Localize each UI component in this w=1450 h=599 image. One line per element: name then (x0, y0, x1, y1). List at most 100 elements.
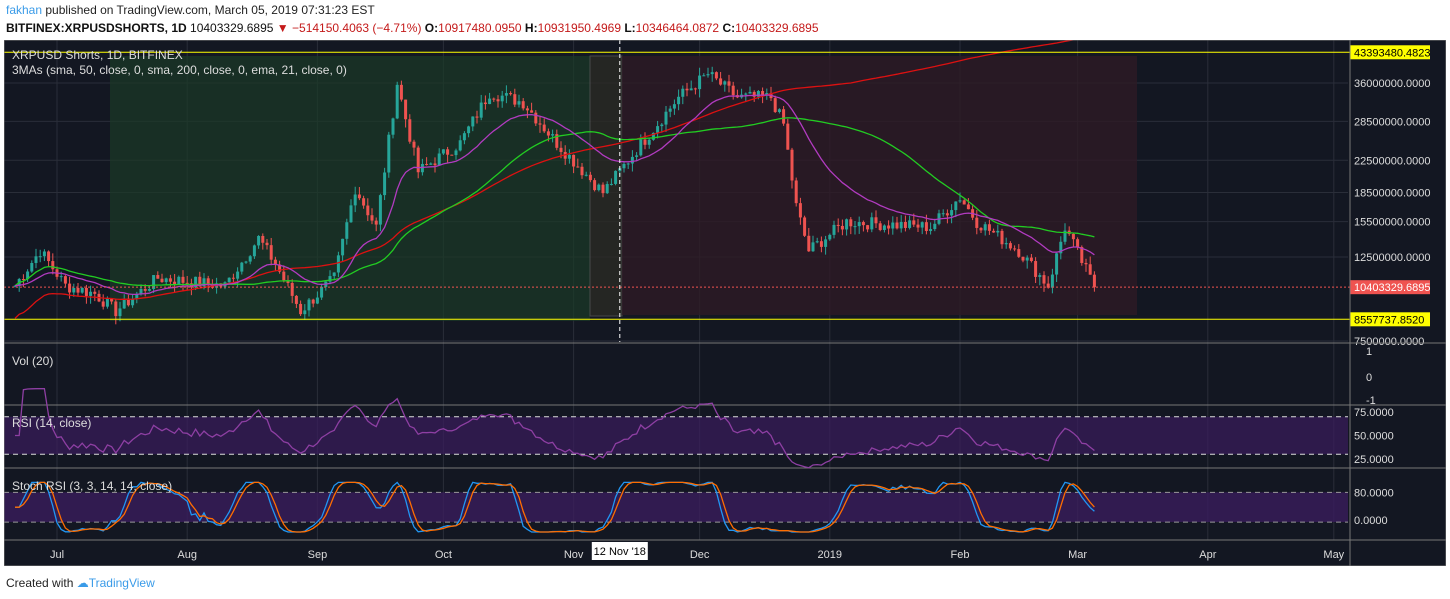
candle-body (38, 256, 42, 258)
low-label: L: (624, 21, 636, 35)
candle-body (798, 203, 802, 218)
candle-body (601, 184, 605, 194)
time-tick-label: Aug (177, 549, 197, 561)
candle-body (496, 99, 500, 102)
candle-body (1000, 230, 1004, 245)
candle-body (1029, 257, 1033, 262)
author-link[interactable]: fakhan (6, 3, 43, 17)
candle-body (446, 149, 450, 155)
candle-body (1063, 230, 1067, 242)
candle-body (1046, 283, 1050, 288)
open-label: O: (424, 21, 439, 35)
candle-body (672, 104, 676, 109)
candle-body (1021, 256, 1025, 261)
candle-body (89, 291, 93, 296)
candle-body (689, 88, 693, 91)
price-chart[interactable]: 36000000.0000 28500000.0000 22500000.0000 1… (4, 40, 1446, 566)
rsi-legend[interactable]: RSI (14, close) (12, 416, 92, 430)
candle-body (261, 235, 265, 243)
candle-body (420, 163, 424, 173)
time-tick-label: Mar (1068, 549, 1087, 561)
candle-body (777, 109, 781, 113)
candle-body (1013, 248, 1017, 250)
rsi-tick-label: 75.0000 (1354, 407, 1394, 419)
candle-body (794, 180, 798, 204)
candle-body (681, 88, 685, 97)
stoch-rsi-legend[interactable]: Stoch RSI (3, 3, 14, 14, close) (12, 479, 173, 493)
time-tick-label: May (1323, 549, 1344, 561)
time-tick-label: 2019 (818, 549, 842, 561)
high-value: 10931950.4969 (537, 21, 621, 35)
candle-body (861, 222, 865, 226)
ema21-line (14, 94, 1095, 296)
candle-body (433, 163, 437, 166)
stoch-band (4, 492, 1348, 523)
candle-body (1092, 274, 1096, 288)
candle-body (849, 219, 853, 227)
price-tick-label: 28500000.0000 (1354, 116, 1430, 128)
candle-body (685, 88, 689, 91)
candle-body (790, 149, 794, 181)
candle-body (383, 172, 387, 196)
candle-body (1050, 274, 1054, 288)
candle-body (614, 170, 618, 184)
time-tick-label: Oct (435, 549, 452, 561)
chart-title-legend: XRPUSD Shorts, 1D, BITFINEX (12, 48, 183, 62)
ma-legend[interactable]: 3MAs (sma, 50, close, 0, sma, 200, close… (12, 63, 347, 77)
rsi-line (15, 388, 1095, 469)
candle-body (345, 222, 349, 239)
candle-body (1071, 233, 1075, 240)
candle-body (828, 234, 832, 240)
candle-body (1038, 275, 1042, 277)
long-position-box (110, 56, 590, 321)
candle-body (945, 213, 949, 216)
candles (13, 66, 1096, 325)
candle-body (236, 271, 240, 279)
candle-body (525, 108, 529, 111)
candle-body (269, 245, 273, 260)
candle-body (416, 147, 420, 173)
candle-body (240, 262, 244, 272)
candle-body (370, 215, 374, 221)
stoch-d-line (15, 481, 1095, 533)
candle-body (391, 118, 395, 135)
candle-body (546, 131, 550, 136)
candle-body (538, 123, 542, 125)
candle-body (303, 310, 307, 315)
candle-body (257, 235, 261, 246)
candle-body (1008, 243, 1012, 249)
candle-body (895, 222, 899, 229)
candle-body (668, 108, 672, 112)
time-tick-label: Dec (690, 549, 710, 561)
low-value: 10346464.0872 (635, 21, 720, 35)
candle-body (332, 272, 336, 277)
candle-body (500, 95, 504, 102)
crosshair-date-tag (591, 542, 648, 560)
candle-body (719, 78, 723, 85)
candle-body (542, 124, 546, 132)
tradingview-link[interactable]: TradingView (88, 576, 155, 590)
candle-body (555, 134, 559, 148)
candle-body (1055, 253, 1059, 275)
candle-body (1059, 241, 1063, 254)
candle-body (72, 287, 76, 293)
candle-body (853, 226, 857, 228)
price-tick-label: 36000000.0000 (1354, 78, 1430, 90)
candle-body (471, 116, 475, 127)
candle-body (290, 282, 294, 296)
time-tick-label: Jul (50, 549, 64, 561)
candle-body (1017, 249, 1021, 257)
close-label: C: (722, 21, 736, 35)
volume-tick-label: 0 (1366, 372, 1372, 384)
candle-body (622, 163, 626, 169)
candle-body (336, 255, 340, 273)
sma50-line (14, 117, 1095, 287)
volume-legend[interactable]: Vol (20) (12, 354, 54, 368)
candle-body (63, 276, 67, 284)
candle-body (488, 98, 492, 105)
candle-body (727, 81, 731, 86)
candle-body (920, 222, 924, 228)
candle-body (294, 295, 298, 304)
price-tick-label: 15500000.0000 (1354, 217, 1430, 229)
